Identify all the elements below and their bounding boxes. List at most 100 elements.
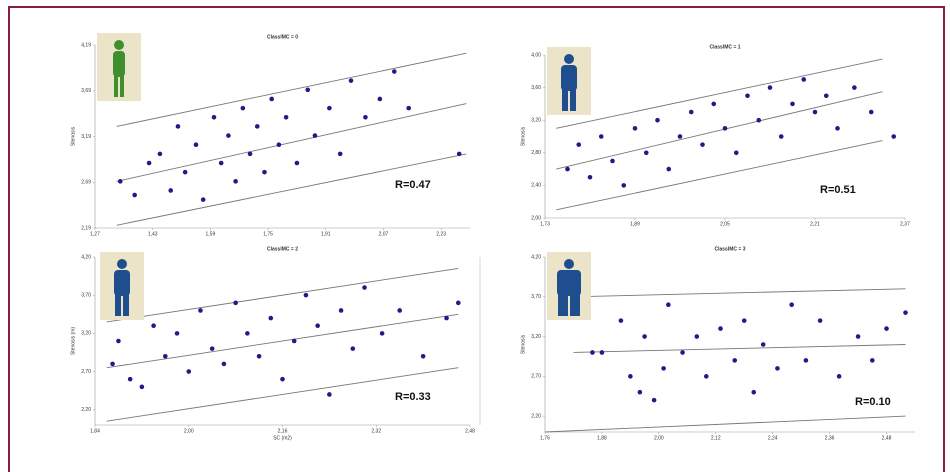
x-tick-label: 2,21 xyxy=(810,221,820,227)
y-axis-label: Stenosis xyxy=(70,126,76,146)
point xyxy=(817,318,823,323)
point xyxy=(760,342,766,347)
point xyxy=(262,169,267,175)
point xyxy=(397,308,402,313)
icon-head xyxy=(564,54,574,64)
point xyxy=(151,323,156,329)
point xyxy=(116,338,121,344)
point xyxy=(718,326,723,331)
reference-line xyxy=(116,103,467,182)
point xyxy=(175,124,181,129)
reference-line xyxy=(116,52,467,127)
icon-leg xyxy=(570,89,576,111)
point xyxy=(348,78,354,83)
point xyxy=(661,366,666,371)
y-tick-label: 2,20 xyxy=(81,407,91,413)
x-tick-label: 2,07 xyxy=(379,231,389,237)
icon-body xyxy=(557,270,581,296)
point xyxy=(127,376,133,382)
point xyxy=(590,350,595,355)
icon-leg xyxy=(123,294,129,316)
annotation: R=0.47 xyxy=(395,179,431,191)
point xyxy=(694,334,700,339)
y-tick-label: 3,20 xyxy=(531,334,541,340)
point xyxy=(327,105,332,111)
point xyxy=(327,392,332,397)
point xyxy=(835,126,840,131)
x-tick-label: 1,76 xyxy=(540,435,550,441)
chart-title: ClassIMC = 2 xyxy=(267,246,298,252)
chart-title: ClassIMC = 1 xyxy=(710,44,741,50)
y-tick-label: 2,00 xyxy=(531,215,541,221)
y-axis-label: Stenosis (m) xyxy=(70,327,76,355)
reference-line xyxy=(556,140,883,211)
point xyxy=(621,183,627,188)
x-tick-label: 2,37 xyxy=(900,221,910,227)
point xyxy=(269,96,274,102)
reference-line xyxy=(573,344,906,353)
point xyxy=(741,318,747,323)
annotation: R=0.51 xyxy=(820,184,856,196)
reference-line xyxy=(544,415,906,433)
y-tick-label: 2,19 xyxy=(81,225,91,231)
point xyxy=(598,134,604,139)
point xyxy=(565,166,570,172)
chart-title: ClassIMC = 0 xyxy=(267,34,298,40)
point xyxy=(767,85,773,90)
y-axis-label: Stenosis xyxy=(520,334,526,354)
point xyxy=(655,117,660,123)
x-tick-label: 1,88 xyxy=(597,435,607,441)
point xyxy=(221,361,227,367)
y-tick-label: 3,60 xyxy=(531,85,541,91)
chart-title: ClassIMC = 3 xyxy=(715,246,746,252)
y-tick-label: 2,70 xyxy=(531,374,541,380)
silhouette-icon xyxy=(100,252,144,320)
icon-body xyxy=(113,51,125,77)
reference-line xyxy=(106,313,459,369)
icon-leg xyxy=(114,75,118,97)
point xyxy=(337,151,343,157)
point xyxy=(703,374,709,379)
point xyxy=(174,331,180,336)
point xyxy=(254,124,260,129)
x-tick-label: 2,36 xyxy=(825,435,835,441)
point xyxy=(677,134,683,139)
point xyxy=(642,334,647,339)
point xyxy=(117,179,123,184)
reference-line xyxy=(106,367,459,422)
silhouette-icon xyxy=(97,33,141,101)
point xyxy=(182,169,188,175)
point xyxy=(587,174,593,180)
x-tick-label: 2,12 xyxy=(711,435,721,441)
reference-line xyxy=(573,288,906,298)
point xyxy=(312,133,318,138)
point xyxy=(823,93,829,99)
point xyxy=(226,133,231,138)
point xyxy=(610,158,615,164)
reference-line xyxy=(556,91,883,170)
point xyxy=(377,96,383,102)
point xyxy=(163,353,168,359)
point xyxy=(868,109,874,115)
point xyxy=(812,109,818,115)
icon-leg xyxy=(562,89,568,111)
point xyxy=(139,384,145,390)
y-tick-label: 3,20 xyxy=(81,331,91,337)
reference-line xyxy=(106,268,459,323)
y-tick-label: 2,20 xyxy=(531,413,541,419)
x-tick-label: 2,00 xyxy=(654,435,664,441)
point xyxy=(778,134,784,139)
x-tick-label: 2,24 xyxy=(768,435,778,441)
y-tick-label: 3,69 xyxy=(81,88,91,94)
y-tick-label: 3,20 xyxy=(531,118,541,124)
point xyxy=(363,114,368,120)
silhouette-icon xyxy=(547,252,591,320)
icon-leg xyxy=(558,294,568,316)
point xyxy=(836,374,842,379)
point xyxy=(193,142,199,148)
point xyxy=(294,160,300,166)
point xyxy=(305,87,311,93)
icon-head xyxy=(117,259,127,269)
point xyxy=(628,374,633,379)
